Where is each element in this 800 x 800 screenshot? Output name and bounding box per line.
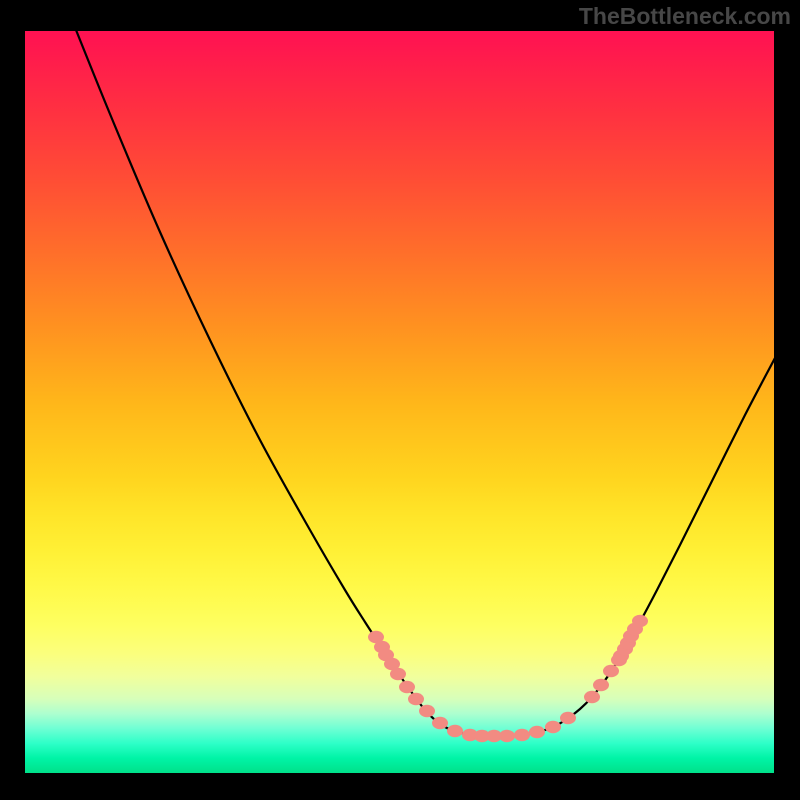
bottleneck-chart: TheBottleneck.com (0, 0, 800, 800)
watermark-text: TheBottleneck.com (579, 3, 791, 30)
curve-marker (432, 717, 448, 729)
curve-marker (593, 679, 609, 691)
curve-marker (632, 615, 648, 627)
curve-marker (408, 693, 424, 705)
curve-marker (545, 721, 561, 733)
bottleneck-curve (64, 0, 775, 736)
curve-marker (560, 712, 576, 724)
curve-marker (390, 668, 406, 680)
curve-marker (447, 725, 463, 737)
curve-marker (603, 665, 619, 677)
chart-curve-layer (0, 0, 800, 800)
curve-marker (584, 691, 600, 703)
curve-marker (419, 705, 435, 717)
curve-marker (499, 730, 515, 742)
curve-marker (399, 681, 415, 693)
curve-marker (529, 726, 545, 738)
curve-marker (514, 729, 530, 741)
